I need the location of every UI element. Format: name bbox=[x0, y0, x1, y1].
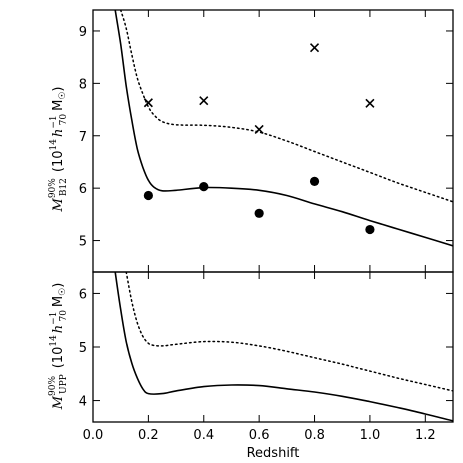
circle-point bbox=[309, 176, 320, 186]
bottom-dotted-curve bbox=[125, 272, 453, 392]
bottom-panel-frame bbox=[92, 271, 454, 423]
cross-point bbox=[143, 98, 153, 108]
top-curves bbox=[114, 10, 453, 247]
x-tick-label: 0.4 bbox=[193, 428, 214, 443]
y-tick-label: 4 bbox=[79, 395, 87, 410]
bottom-y-axis-title: M90%UPP(1014h−170M☉) bbox=[48, 283, 69, 411]
top-y-axis-title: M90%B12(1014h−170M☉) bbox=[48, 87, 69, 213]
top-solid-curve bbox=[114, 10, 453, 247]
x-tick-label: 0.2 bbox=[138, 428, 159, 443]
top-ticks: 5 6 7 8 9 bbox=[79, 10, 453, 272]
bottom-panel: 4 5 6 0.0 0.2 0.4 0.6 0.8 1.0 1.2 M90%UPP(1014h−1… bbox=[48, 271, 454, 461]
top-panel: 5 6 7 8 9 M90%B12(1014h−170M☉) bbox=[48, 9, 454, 273]
cross-point bbox=[254, 124, 264, 135]
x-tick-label: 0.8 bbox=[304, 428, 325, 443]
circle-point bbox=[199, 181, 209, 192]
y-tick-label: 6 bbox=[79, 182, 87, 197]
circle-point bbox=[143, 190, 153, 201]
circle-point bbox=[254, 208, 264, 218]
y-tick-label: 8 bbox=[79, 77, 87, 92]
y-tick-label: 5 bbox=[79, 341, 87, 356]
bottom-solid-curve bbox=[114, 272, 453, 422]
x-tick-label: 0.0 bbox=[83, 428, 104, 443]
y-tick-label: 9 bbox=[79, 25, 87, 40]
x-tick-label: 1.0 bbox=[360, 428, 381, 443]
x-axis-title: Redshift bbox=[247, 446, 300, 461]
x-tick-label: 1.2 bbox=[415, 428, 436, 443]
top-panel-frame bbox=[92, 9, 454, 273]
bottom-ticks: 4 5 6 0.0 0.2 0.4 0.6 0.8 1.0 1.2 bbox=[79, 272, 453, 443]
x-tick-label: 0.6 bbox=[249, 428, 270, 443]
bottom-curves bbox=[114, 272, 453, 422]
top-points bbox=[143, 43, 375, 235]
circle-point bbox=[365, 224, 375, 235]
y-tick-label: 7 bbox=[79, 130, 87, 145]
y-tick-label: 5 bbox=[79, 235, 87, 250]
y-tick-label: 6 bbox=[79, 287, 87, 302]
top-dotted-curve bbox=[119, 10, 453, 203]
cross-point bbox=[365, 98, 375, 108]
cross-point bbox=[309, 43, 320, 53]
cross-point bbox=[199, 96, 209, 106]
